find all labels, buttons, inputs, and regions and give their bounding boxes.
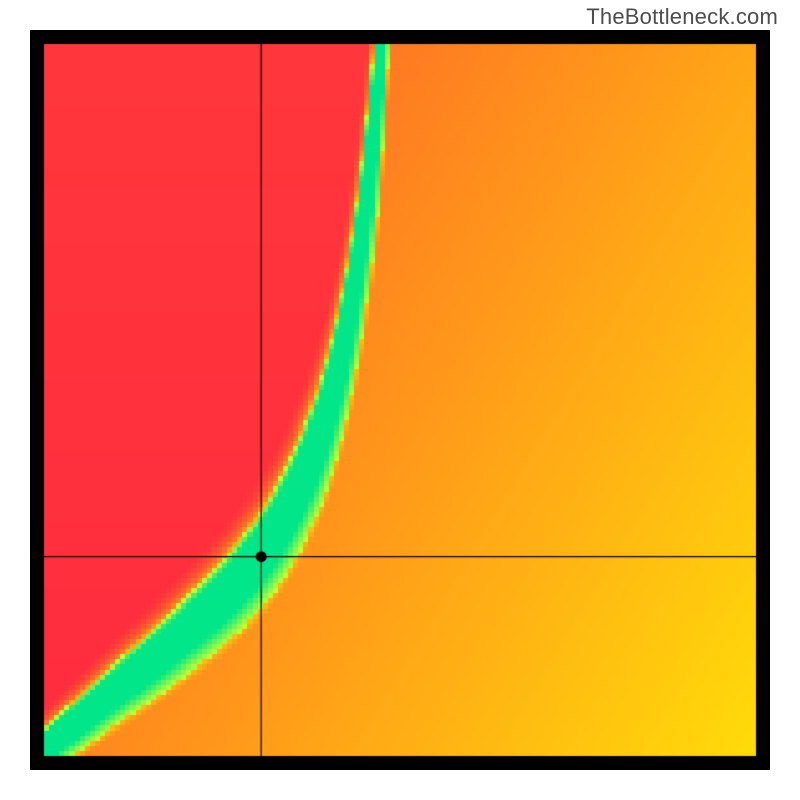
chart-container: TheBottleneck.com <box>0 0 800 800</box>
plot-frame <box>30 30 770 770</box>
watermark-text: TheBottleneck.com <box>586 4 778 30</box>
heatmap-canvas <box>30 30 770 770</box>
